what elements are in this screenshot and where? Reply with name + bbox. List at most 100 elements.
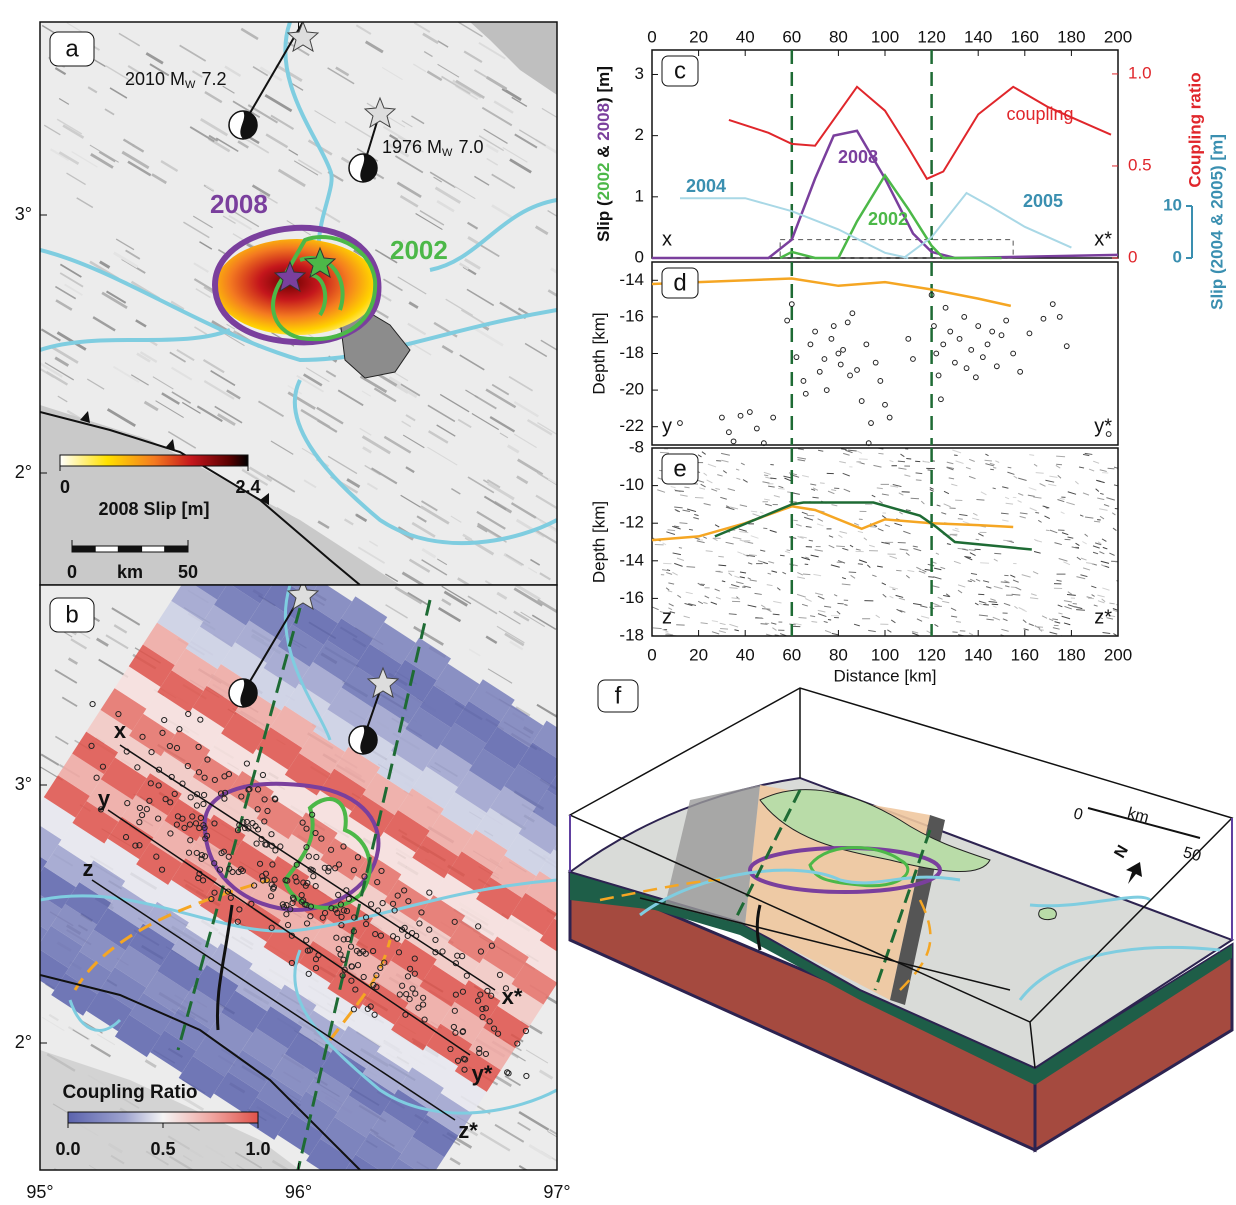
- reflector: [796, 524, 802, 526]
- hypocenter: [999, 333, 1004, 338]
- reflector: [711, 602, 717, 604]
- reflector: [675, 491, 684, 492]
- reflector: [693, 518, 699, 519]
- reflector: [981, 492, 987, 495]
- reflector: [936, 553, 939, 554]
- reflector: [1040, 483, 1046, 486]
- series-label: 2002: [868, 209, 908, 229]
- reflector: [810, 616, 815, 617]
- reflector: [698, 583, 701, 585]
- hypocenter: [855, 368, 860, 373]
- reflector: [894, 523, 902, 525]
- hypocenter: [887, 415, 892, 420]
- reflector: [941, 513, 946, 515]
- reflector: [1082, 542, 1086, 544]
- reflector: [951, 616, 957, 617]
- reflector: [1076, 543, 1080, 545]
- hypocenter: [873, 360, 878, 365]
- x-tick-label: 0: [647, 27, 656, 46]
- reflector: [818, 614, 826, 617]
- hypocenter: [850, 311, 855, 316]
- reflector: [1050, 632, 1058, 634]
- scale-bar: [142, 546, 165, 552]
- reflector: [817, 524, 823, 526]
- reflector: [1085, 453, 1093, 454]
- reflector: [993, 488, 996, 489]
- reflector: [699, 488, 705, 489]
- data-line: [652, 279, 1011, 306]
- y-axis-label-part: 2008: [594, 103, 613, 141]
- reflector: [798, 449, 804, 450]
- reflector: [825, 631, 831, 633]
- reflector: [1089, 469, 1094, 471]
- hypocenter: [1011, 351, 1016, 356]
- event-label: 1976 MW7.0: [382, 137, 483, 159]
- reflector: [1063, 562, 1069, 565]
- reflector: [900, 454, 904, 457]
- reflector: [1098, 481, 1105, 483]
- reflector: [668, 530, 676, 531]
- reflector: [921, 501, 924, 504]
- reflector: [698, 455, 702, 457]
- reflector: [906, 510, 911, 511]
- y-tick-label: -18: [619, 343, 644, 362]
- reflector: [818, 450, 823, 451]
- reflector: [680, 495, 688, 496]
- coupling-cell: [0, 884, 19, 927]
- x-tick-label: 160: [1011, 27, 1039, 46]
- reflector: [1079, 467, 1084, 468]
- reflector: [657, 490, 665, 493]
- x-tick-label: 40: [736, 645, 755, 664]
- reflector: [717, 572, 723, 573]
- y3-axis-label: Slip (2004 & 2005) [m]: [1207, 134, 1226, 310]
- lon-tick-label: 96°: [285, 1182, 312, 1202]
- reflector: [940, 567, 945, 569]
- reflector: [1042, 616, 1047, 618]
- reflector: [889, 556, 896, 558]
- reflector: [1035, 540, 1042, 542]
- reflector: [711, 489, 717, 491]
- reflector: [1058, 475, 1061, 478]
- hypocenter: [771, 415, 776, 420]
- reflector: [952, 450, 961, 453]
- reflector: [828, 619, 831, 620]
- reflector: [802, 604, 808, 606]
- hypocenter: [841, 347, 846, 352]
- hypocenter: [1064, 344, 1069, 349]
- hypocenter: [969, 347, 974, 352]
- reflector: [1077, 557, 1081, 560]
- hypocenter: [883, 402, 888, 407]
- hypocenter: [836, 351, 841, 356]
- panel-label: e: [673, 455, 686, 482]
- reflector: [739, 532, 748, 533]
- reflector: [698, 601, 703, 603]
- x-tick-label: 80: [829, 645, 848, 664]
- reflector: [739, 529, 747, 531]
- reflector: [774, 496, 780, 498]
- hypocenter: [794, 355, 799, 360]
- reflector: [958, 590, 962, 593]
- north-arrow: [1126, 862, 1142, 884]
- reflector: [1109, 603, 1114, 604]
- x-axis-label: Distance [km]: [834, 666, 937, 685]
- lat-tick-label: 2°: [15, 462, 32, 482]
- reflector: [1050, 530, 1057, 533]
- reflector: [854, 624, 860, 626]
- hypocenter: [824, 388, 829, 393]
- reflector: [719, 631, 726, 633]
- reflector: [963, 521, 970, 523]
- reflector: [1076, 577, 1085, 579]
- reflector: [771, 623, 776, 624]
- hypocenter: [738, 413, 743, 418]
- reflector: [1034, 552, 1041, 554]
- event-subscript: W: [442, 147, 453, 159]
- reflector: [1114, 467, 1120, 469]
- reflector: [872, 575, 876, 576]
- profile-label: y*: [472, 1061, 493, 1086]
- reflector: [797, 594, 806, 597]
- reflector: [1112, 513, 1115, 515]
- reflector: [1102, 599, 1105, 602]
- reflector: [708, 464, 716, 467]
- relief: [556, 1041, 573, 1051]
- hypocenter: [941, 342, 946, 347]
